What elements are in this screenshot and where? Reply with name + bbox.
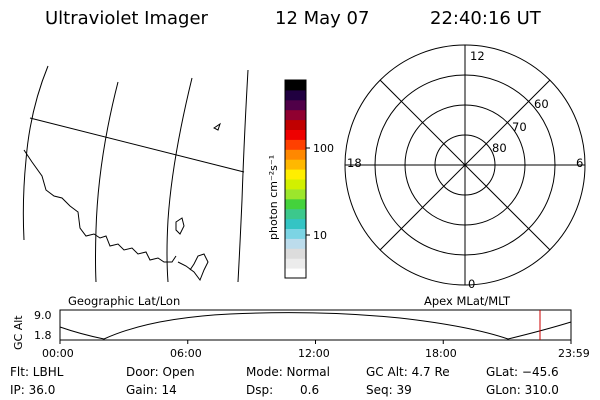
- colorbar-tick-100: 100: [313, 142, 334, 155]
- geographic-panel-label: Geographic Lat/Lon: [68, 294, 180, 308]
- meridian-line: [95, 81, 119, 283]
- time-label: 22:40:16 UT: [430, 8, 542, 29]
- geographic-map: [22, 65, 249, 283]
- colorbar-cell: [285, 89, 306, 101]
- date-label: 12 May 07: [275, 8, 369, 29]
- polar-panel-label: Apex MLat/MLT: [424, 294, 511, 308]
- colorbar-cell: [285, 179, 306, 190]
- colorbar-frame: [284, 79, 307, 279]
- island-outline: [213, 122, 221, 131]
- colorbar-cell: [285, 129, 306, 140]
- polar-dial: 12 18 6 0 60 70 80: [344, 44, 586, 291]
- colorbar-cell: [285, 248, 306, 259]
- timeline-x-label: 06:00: [170, 347, 202, 360]
- colorbar-cell: [285, 218, 306, 229]
- mlt-label-12: 12: [470, 49, 485, 63]
- colorbar-cell: [285, 228, 306, 239]
- colorbar-cell: [285, 238, 306, 249]
- colorbar-unit-label: photon cm⁻²s⁻¹: [267, 155, 280, 240]
- colorbar-cell: [285, 99, 306, 111]
- colorbar-cell: [285, 119, 306, 130]
- colorbar-tick-10: 10: [313, 229, 327, 242]
- coastline: [177, 253, 209, 282]
- instrument-title: Ultraviolet Imager: [45, 8, 209, 29]
- colorbar-cell: [285, 188, 306, 200]
- colorbar-cell: [285, 169, 306, 180]
- colorbar: 100 10 photon cm⁻²s⁻¹: [267, 79, 334, 279]
- timeline-y-tick: 1.8: [34, 329, 52, 342]
- lat-label-70: 70: [512, 120, 527, 134]
- gc-alt-status: GC Alt: 4.7 Re: [366, 365, 450, 379]
- timeline-x-label: 12:00: [298, 347, 330, 360]
- colorbar-cell: [285, 109, 306, 121]
- timeline-frame: [59, 309, 572, 341]
- timeline-x-label: 18:00: [425, 347, 457, 360]
- timeline-y-axis-label: GC Alt: [12, 315, 25, 350]
- seq-status: Seq: 39: [366, 383, 412, 397]
- mlt-diagonal: [379, 79, 551, 251]
- colorbar-cell: [285, 80, 306, 91]
- filter-status: Flt: LBHL: [10, 365, 64, 379]
- colorbar-cell: [285, 268, 306, 279]
- dsp-label: Dsp:: [246, 383, 273, 397]
- colorbar-cell: [285, 198, 306, 210]
- gain-status: Gain: 14: [126, 383, 177, 397]
- timeline-x-label: 23:59: [558, 347, 590, 360]
- coastline: [23, 149, 177, 263]
- timeline-y-tick: 9.0: [34, 309, 52, 322]
- colorbar-cell: [285, 258, 306, 269]
- ip-status: IP: 36.0: [10, 383, 55, 397]
- mlt-label-18: 18: [347, 156, 362, 170]
- island-outline: [175, 217, 185, 235]
- meridian-line: [166, 77, 193, 283]
- lat-label-80: 80: [492, 141, 507, 155]
- meridian-line: [237, 69, 249, 283]
- colorbar-cell: [285, 139, 306, 150]
- mlt-label-0: 0: [468, 277, 475, 291]
- glon-status: GLon: 310.0: [486, 383, 559, 397]
- mode-status: Mode: Normal: [246, 365, 330, 379]
- colorbar-cell: [285, 159, 306, 170]
- door-status: Door: Open: [126, 365, 195, 379]
- timeline-x-label: 00:00: [42, 347, 74, 360]
- mlt-label-6: 6: [576, 156, 583, 170]
- colorbar-cell: [285, 149, 306, 160]
- dsp-value: 0.6: [300, 383, 319, 397]
- meridian-line: [22, 65, 49, 241]
- altitude-curve: [59, 312, 572, 340]
- latitude-line: [29, 117, 245, 173]
- status-footer: Flt: LBHL IP: 36.0 Door: Open Gain: 14 M…: [10, 365, 559, 397]
- lat-label-60: 60: [534, 97, 549, 111]
- glat-status: GLat: −45.6: [486, 365, 559, 379]
- altitude-timeline: GC Alt 9.0 1.8 00:00 06:00 12:00 18:00 2…: [12, 309, 590, 360]
- colorbar-cell: [285, 208, 306, 220]
